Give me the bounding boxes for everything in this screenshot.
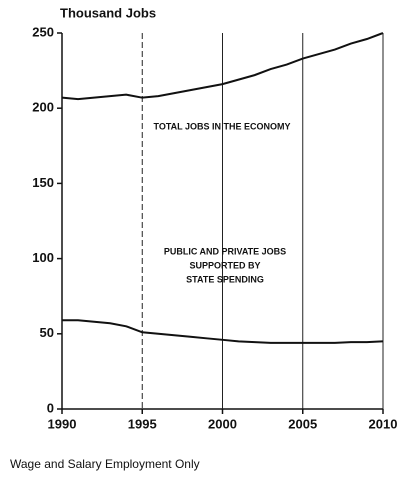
x-tick-label: 2000 (208, 416, 237, 431)
annotation: SUPPORTED BY (189, 260, 260, 270)
footnote: Wage and Salary Employment Only (10, 457, 200, 471)
y-tick-label: 200 (32, 100, 54, 115)
y-tick-label: 0 (47, 400, 54, 415)
annotation: PUBLIC AND PRIVATE JOBS (164, 246, 286, 256)
x-tick-label: 2005 (288, 416, 317, 431)
y-axis-label: Thousand Jobs (60, 5, 156, 20)
y-tick-label: 250 (32, 24, 54, 39)
y-tick-label: 50 (40, 325, 54, 340)
x-tick-label: 1995 (128, 416, 157, 431)
y-tick-label: 150 (32, 175, 54, 190)
annotation: STATE SPENDING (186, 274, 264, 284)
x-tick-label: 1990 (48, 416, 77, 431)
annotation: TOTAL JOBS IN THE ECONOMY (153, 121, 290, 131)
series-line (61, 32, 384, 101)
series-line (62, 319, 384, 344)
y-tick-label: 100 (32, 250, 54, 265)
x-tick-label: 2010 (369, 416, 398, 431)
